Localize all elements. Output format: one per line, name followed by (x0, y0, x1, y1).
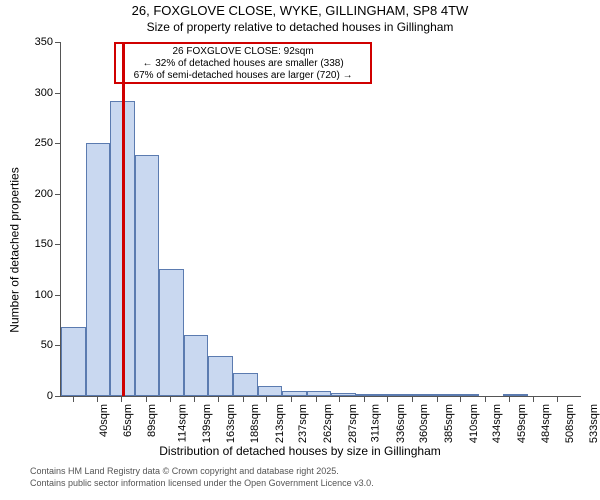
x-tick (121, 396, 122, 402)
x-tick (387, 396, 388, 402)
x-tick-label: 360sqm (418, 404, 430, 443)
y-tick-label: 50 (41, 339, 53, 351)
x-tick-label: 434sqm (491, 404, 503, 443)
x-tick-label: 311sqm (370, 404, 382, 442)
x-tick (291, 396, 292, 402)
histogram-bar (331, 393, 356, 396)
x-tick (218, 396, 219, 402)
x-tick-label: 40sqm (98, 404, 110, 437)
plot-area: 05010015020025030035040sqm65sqm89sqm114s… (60, 42, 581, 397)
x-tick (339, 396, 340, 402)
x-tick-label: 287sqm (347, 404, 359, 443)
y-tick-label: 100 (35, 289, 53, 301)
x-tick (194, 396, 195, 402)
x-tick-label: 188sqm (249, 404, 261, 443)
x-tick-label: 533sqm (589, 404, 600, 443)
x-tick (533, 396, 534, 402)
y-tick (55, 194, 61, 195)
x-tick-label: 213sqm (274, 404, 286, 443)
histogram-bar (258, 386, 283, 396)
y-tick-label: 300 (35, 87, 53, 99)
callout-box: 26 FOXGLOVE CLOSE: 92sqm← 32% of detache… (114, 42, 372, 84)
x-tick-label: 484sqm (540, 404, 552, 443)
callout-line1: 26 FOXGLOVE CLOSE: 92sqm (120, 46, 366, 58)
histogram-bar (356, 394, 381, 396)
histogram-bar (405, 394, 430, 396)
y-axis-label-wrap: Number of detached properties (8, 0, 22, 500)
x-tick (243, 396, 244, 402)
y-tick (55, 244, 61, 245)
y-tick-label: 350 (35, 36, 53, 48)
chart-title-line2: Size of property relative to detached ho… (0, 20, 600, 34)
x-tick-label: 89sqm (146, 404, 158, 437)
x-tick-label: 114sqm (176, 404, 188, 442)
histogram-bar (307, 391, 332, 396)
x-tick-label: 65sqm (122, 404, 134, 437)
chart-container: 26, FOXGLOVE CLOSE, WYKE, GILLINGHAM, SP… (0, 0, 600, 500)
highlight-marker (122, 42, 125, 396)
footer-line2: Contains public sector information licen… (30, 478, 374, 488)
y-tick-label: 0 (47, 390, 53, 402)
callout-line3: 67% of semi-detached houses are larger (… (120, 70, 366, 82)
histogram-bar (86, 143, 111, 396)
y-axis-label: Number of detached properties (8, 167, 22, 332)
footer-line1: Contains HM Land Registry data © Crown c… (30, 466, 339, 476)
histogram-bar (208, 356, 233, 396)
y-tick-label: 200 (35, 188, 53, 200)
x-tick-label: 508sqm (564, 404, 576, 443)
x-tick (485, 396, 486, 402)
histogram-bar (503, 394, 528, 396)
x-tick (316, 396, 317, 402)
histogram-bar (159, 269, 184, 396)
x-tick-label: 163sqm (225, 404, 237, 443)
histogram-bar (282, 391, 307, 396)
y-tick-label: 250 (35, 137, 53, 149)
histogram-bar (184, 335, 209, 396)
y-tick (55, 396, 61, 397)
chart-title-line1: 26, FOXGLOVE CLOSE, WYKE, GILLINGHAM, SP… (0, 3, 600, 18)
histogram-bar (430, 394, 455, 396)
x-tick-label: 410sqm (468, 404, 480, 443)
y-tick (55, 93, 61, 94)
x-axis-label: Distribution of detached houses by size … (0, 444, 600, 458)
x-tick-label: 262sqm (322, 404, 334, 443)
x-tick (437, 396, 438, 402)
x-tick (412, 396, 413, 402)
histogram-bar (61, 327, 86, 396)
histogram-bar (233, 373, 258, 396)
x-tick-label: 336sqm (395, 404, 407, 443)
x-tick (364, 396, 365, 402)
callout-line2: ← 32% of detached houses are smaller (33… (120, 58, 366, 70)
histogram-bar (380, 394, 405, 396)
x-tick (557, 396, 558, 402)
x-tick (460, 396, 461, 402)
x-tick (73, 396, 74, 402)
y-tick-label: 150 (35, 238, 53, 250)
x-tick-label: 459sqm (516, 404, 528, 443)
histogram-bar (454, 394, 479, 396)
x-tick-label: 385sqm (443, 404, 455, 443)
y-tick (55, 295, 61, 296)
x-tick (170, 396, 171, 402)
x-tick (97, 396, 98, 402)
x-tick (509, 396, 510, 402)
x-tick (146, 396, 147, 402)
x-tick (266, 396, 267, 402)
histogram-bar (135, 155, 160, 396)
x-tick-label: 237sqm (298, 404, 310, 443)
y-tick (55, 143, 61, 144)
x-tick-label: 139sqm (201, 404, 213, 443)
y-tick (55, 42, 61, 43)
